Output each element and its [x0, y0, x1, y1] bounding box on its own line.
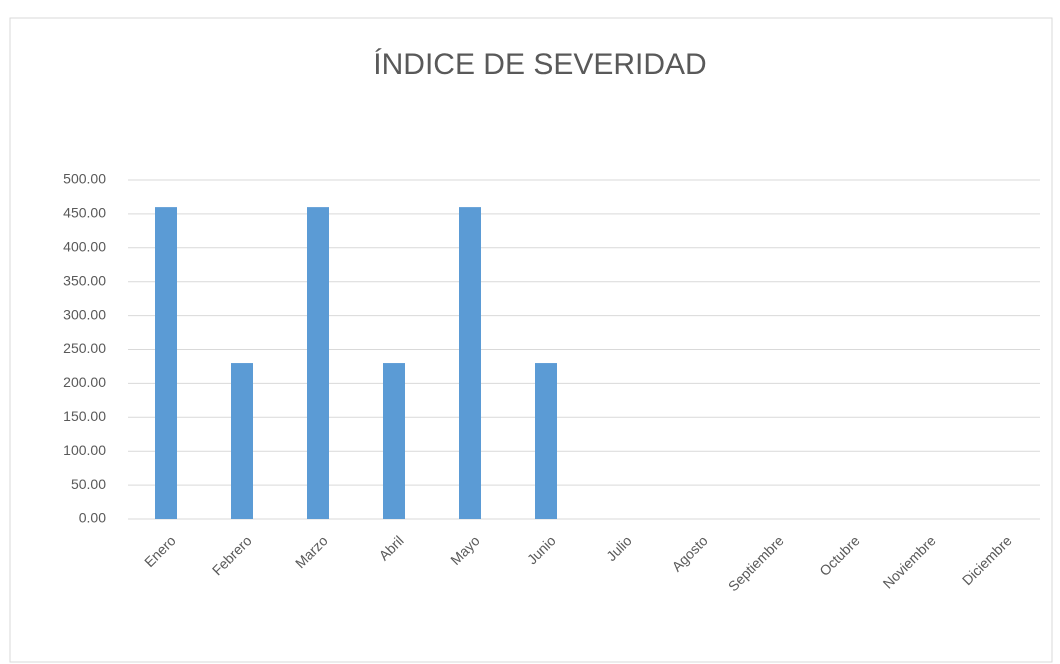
- chart-title: ÍNDICE DE SEVERIDAD: [373, 48, 706, 81]
- bar: [155, 207, 177, 519]
- y-tick-label: 150.00: [63, 408, 106, 424]
- y-tick-label: 450.00: [63, 205, 106, 221]
- bar: [383, 363, 405, 519]
- y-tick-label: 250.00: [63, 340, 106, 356]
- y-tick-label: 400.00: [63, 239, 106, 255]
- y-tick-label: 100.00: [63, 442, 106, 458]
- y-tick-label: 350.00: [63, 272, 106, 288]
- bar: [307, 207, 329, 519]
- y-tick-label: 200.00: [63, 374, 106, 390]
- y-tick-label: 500.00: [63, 171, 106, 187]
- chart-border: [9, 17, 1053, 663]
- bar: [535, 363, 557, 519]
- y-tick-label: 50.00: [71, 476, 106, 492]
- y-tick-label: 0.00: [79, 510, 106, 526]
- bar: [459, 207, 481, 519]
- bar: [231, 363, 253, 519]
- y-tick-label: 300.00: [63, 306, 106, 322]
